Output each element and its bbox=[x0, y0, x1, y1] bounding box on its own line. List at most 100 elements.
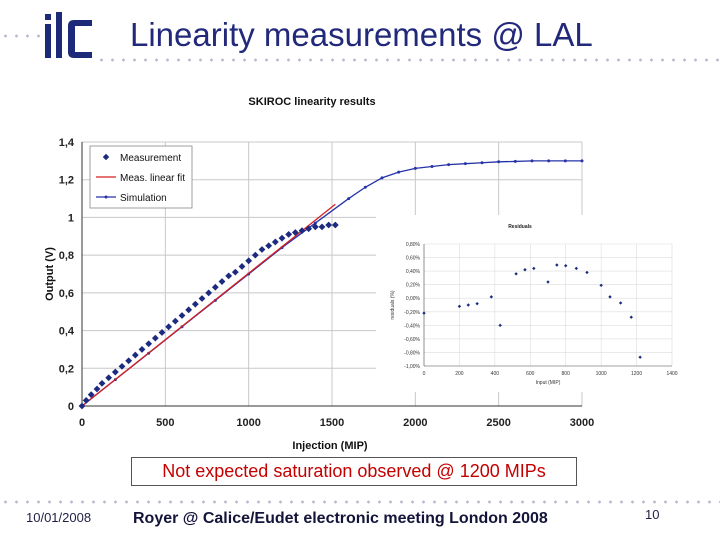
simulation-point bbox=[497, 160, 501, 164]
measurement-point bbox=[158, 329, 166, 336]
measurement-point bbox=[225, 272, 233, 280]
residual-point bbox=[618, 301, 623, 305]
simulation-point bbox=[397, 170, 401, 174]
measurement-point bbox=[198, 295, 206, 302]
measurement-point bbox=[105, 374, 113, 382]
measurement-point bbox=[78, 402, 86, 410]
saturation-note: Not expected saturation observed @ 1200 … bbox=[131, 457, 577, 486]
measurement-point bbox=[125, 357, 133, 365]
simulation-point bbox=[480, 161, 484, 165]
measurement-point bbox=[231, 268, 239, 276]
residual-point bbox=[498, 323, 502, 328]
ilc-logo bbox=[45, 12, 92, 58]
main-y-tick-label: 0,4 bbox=[59, 326, 75, 338]
residual-point bbox=[546, 280, 550, 284]
residuals-y-tick-label: 0,80% bbox=[406, 242, 421, 248]
footer-title: Royer @ Calice/Eudet electronic meeting … bbox=[133, 510, 548, 527]
residuals-x-tick-label: 0 bbox=[423, 371, 426, 377]
measurement-point bbox=[138, 346, 146, 353]
residuals-x-tick-label: 200 bbox=[455, 371, 464, 377]
simulation-point bbox=[547, 159, 551, 163]
main-x-tick-label: 0 bbox=[79, 417, 85, 429]
main-y-tick-label: 1,2 bbox=[59, 175, 74, 187]
title-dotted-rule-left bbox=[0, 34, 44, 38]
measurement-point bbox=[285, 231, 293, 238]
measurement-point bbox=[238, 263, 246, 270]
main-y-axis-label: Output (V) bbox=[44, 247, 56, 301]
main-y-tick-label: 1 bbox=[68, 212, 74, 224]
measurement-point bbox=[271, 238, 279, 246]
measurement-point bbox=[191, 300, 199, 308]
measurement-point bbox=[298, 227, 306, 235]
main-x-tick-label: 1500 bbox=[320, 417, 344, 429]
residual-point bbox=[532, 266, 536, 271]
measurement-point bbox=[145, 340, 153, 348]
main-y-tick-label: 0,8 bbox=[59, 250, 74, 262]
measurement-point bbox=[171, 317, 179, 325]
measurement-point bbox=[291, 229, 299, 236]
main-x-tick-label: 500 bbox=[156, 417, 174, 429]
legend-simulation-label: Simulation bbox=[120, 193, 167, 204]
measurement-point bbox=[318, 223, 326, 231]
residuals-y-tick-label: 0,40% bbox=[406, 269, 421, 275]
residual-point bbox=[523, 268, 527, 272]
residual-point bbox=[599, 283, 603, 288]
simulation-point bbox=[413, 166, 417, 170]
measurement-point bbox=[151, 334, 159, 342]
main-legend: Measurement Meas. linear fit Simulation bbox=[89, 145, 193, 209]
measurement-point bbox=[111, 368, 119, 376]
legend-measurement-label: Measurement bbox=[120, 153, 181, 164]
measurement-point bbox=[82, 396, 90, 404]
simulation-point bbox=[380, 176, 384, 180]
measurement-point bbox=[131, 351, 139, 359]
residual-point bbox=[422, 311, 426, 315]
main-y-tick-label: 0,2 bbox=[59, 363, 74, 375]
simulation-point bbox=[430, 165, 434, 169]
simulation-point bbox=[447, 163, 451, 167]
measurement-point bbox=[87, 391, 95, 399]
residual-point bbox=[466, 303, 470, 307]
residuals-x-axis-label: Input (MIP) bbox=[536, 380, 561, 386]
residual-point bbox=[457, 304, 462, 309]
residuals-y-tick-label: -0,20% bbox=[404, 310, 420, 316]
measurement-series bbox=[78, 221, 339, 410]
simulation-point bbox=[580, 159, 584, 163]
simulation-point bbox=[363, 185, 367, 189]
main-x-tick-label: 3000 bbox=[570, 417, 594, 429]
residuals-x-tick-label: 800 bbox=[562, 371, 571, 377]
main-x-tick-label: 1000 bbox=[236, 417, 260, 429]
measurement-point bbox=[178, 312, 186, 319]
legend-fit-label: Meas. linear fit bbox=[120, 173, 185, 184]
measurement-point bbox=[278, 234, 286, 242]
main-chart: 0 500 1000 1500 2000 2500 300000,20,40,60,811,… bbox=[44, 96, 594, 452]
simulation-point bbox=[513, 159, 517, 163]
measurement-point bbox=[311, 223, 319, 231]
residual-point bbox=[629, 315, 633, 319]
residual-point bbox=[585, 270, 589, 275]
measurement-point bbox=[245, 257, 253, 265]
measurement-point bbox=[258, 246, 266, 253]
measurement-point bbox=[325, 221, 333, 229]
residuals-x-tick-label: 400 bbox=[491, 371, 500, 377]
legend-measurement-swatch bbox=[102, 153, 110, 161]
linear-fit-line bbox=[81, 203, 336, 407]
residuals-y-tick-label: -0,40% bbox=[404, 323, 420, 329]
residuals-x-tick-label: 1400 bbox=[666, 371, 677, 377]
measurement-point bbox=[93, 385, 101, 393]
measurement-point bbox=[118, 363, 126, 370]
main-y-tick-label: 1,4 bbox=[59, 137, 75, 149]
simulation-point bbox=[347, 197, 351, 201]
measurement-point bbox=[98, 379, 106, 387]
measurement-point bbox=[205, 289, 213, 297]
main-y-tick-label: 0 bbox=[68, 401, 74, 413]
slide-title: Linearity measurements @ LAL bbox=[130, 16, 593, 53]
footer-date: 10/01/2008 bbox=[26, 510, 92, 525]
residuals-inset: Residuals 0 200 400 600 800 1000 1200 1400 0,80% 0… bbox=[376, 215, 688, 392]
legend-simulation-marker bbox=[104, 195, 108, 199]
measurement-point bbox=[165, 323, 173, 331]
measurement-point bbox=[331, 221, 339, 229]
measurement-point bbox=[251, 251, 259, 259]
residual-point bbox=[574, 266, 579, 271]
residual-point bbox=[475, 301, 479, 306]
